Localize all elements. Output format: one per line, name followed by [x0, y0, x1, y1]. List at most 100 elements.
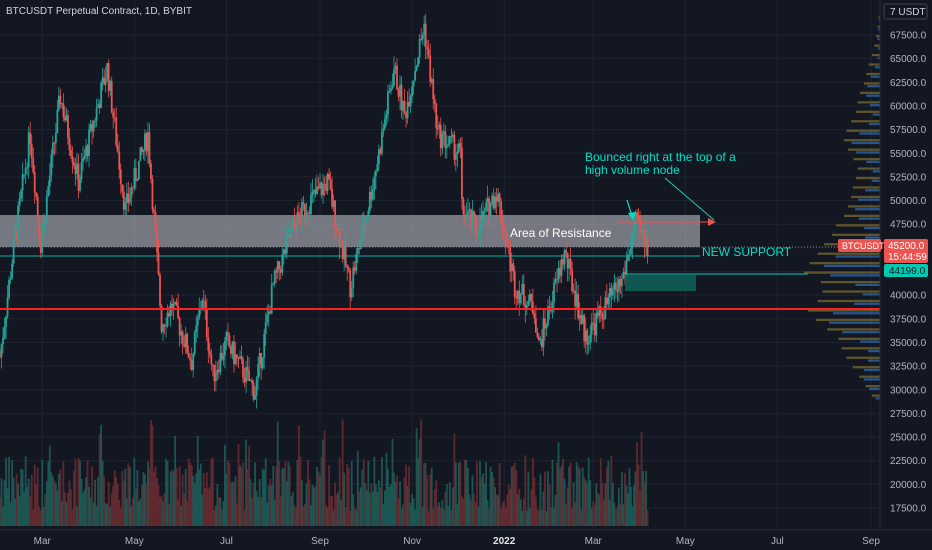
- time-axis[interactable]: Mar May Jul Sep Nov 2022 Mar May Jul Sep: [34, 536, 881, 547]
- volume-bar: [269, 478, 272, 526]
- candle-body: [474, 216, 477, 231]
- candle-body: [162, 324, 164, 332]
- volume-bar: [444, 492, 447, 526]
- candle-body: [33, 172, 36, 193]
- candle-body: [8, 279, 10, 298]
- volume-bar: [79, 460, 81, 526]
- candle-body: [110, 80, 113, 113]
- candle-body: [522, 283, 525, 306]
- new-support-box[interactable]: [625, 275, 696, 291]
- volume-bar: [474, 502, 477, 526]
- resistance-zone[interactable]: [0, 215, 700, 247]
- volume-bar: [249, 479, 252, 526]
- candle-body: [426, 46, 429, 50]
- volume-bar: [199, 463, 202, 526]
- candle-body: [611, 289, 614, 296]
- volume-bar: [598, 494, 601, 526]
- volume-bar: [284, 461, 287, 526]
- candle-body: [453, 134, 456, 160]
- volume-bar: [515, 470, 518, 526]
- candle-body: [56, 109, 59, 133]
- volume-bar: [512, 465, 515, 526]
- volume-bar: [622, 504, 625, 526]
- candle-body: [18, 198, 21, 206]
- volume-bar: [32, 508, 35, 526]
- volume-bar: [103, 476, 106, 526]
- volume-bar: [23, 491, 26, 526]
- volume-bar: [373, 456, 376, 526]
- volume-bar: [545, 510, 548, 526]
- candle-body: [160, 305, 163, 332]
- profile-bar-up: [858, 217, 880, 220]
- candle-body: [619, 279, 622, 287]
- profile-bar-down: [856, 110, 880, 113]
- volume-bar: [237, 443, 240, 526]
- volume-bar: [267, 485, 270, 526]
- volume-bar: [131, 497, 134, 526]
- candle-body: [230, 347, 232, 354]
- profile-bar-down: [822, 290, 880, 293]
- volume-bar: [230, 482, 232, 526]
- candle-body: [334, 200, 337, 228]
- candle-body: [447, 143, 450, 146]
- volume-bar: [245, 439, 247, 526]
- volume-bar: [601, 483, 604, 526]
- candle-body: [17, 205, 20, 238]
- volume-bar: [346, 463, 349, 526]
- candle-body: [436, 128, 439, 130]
- volume-bar: [104, 503, 107, 526]
- volume-bar: [313, 488, 315, 526]
- candle-body: [519, 294, 522, 304]
- candle-body: [207, 337, 210, 351]
- candle-body: [251, 379, 253, 384]
- volume-bar: [633, 485, 635, 526]
- candle-body: [358, 247, 361, 250]
- candle-body: [39, 235, 42, 253]
- candle-body: [116, 145, 119, 152]
- candle-body: [513, 271, 516, 298]
- candle-body: [134, 167, 137, 182]
- candle-body: [140, 147, 143, 152]
- volume-bar: [294, 507, 297, 526]
- volume-bar: [509, 489, 512, 526]
- volume-bar: [248, 445, 250, 526]
- volume-bar: [100, 424, 103, 526]
- volume-bar: [0, 497, 1, 526]
- volume-bar: [320, 456, 323, 526]
- candle-body: [278, 261, 281, 270]
- currency-box[interactable]: [883, 3, 928, 20]
- volume-bar: [506, 494, 509, 526]
- candle-body: [454, 154, 457, 160]
- candle-body: [545, 325, 548, 329]
- candle-body: [340, 242, 343, 248]
- profile-bar-down: [820, 280, 880, 284]
- candle-body: [381, 131, 383, 154]
- volume-bar: [325, 504, 327, 526]
- candle-body: [586, 330, 589, 345]
- candle-body: [70, 149, 72, 156]
- candle-body: [29, 132, 32, 144]
- volume-bar: [27, 478, 30, 526]
- candle-body: [73, 162, 75, 166]
- candle-body: [166, 312, 169, 326]
- candle-body: [109, 80, 112, 91]
- volume-bar: [397, 498, 400, 526]
- volume-bar: [137, 500, 140, 526]
- profile-bar-down: [844, 139, 880, 142]
- candle-body: [228, 335, 231, 348]
- candle-body: [356, 247, 359, 254]
- candle-body: [482, 210, 484, 222]
- volume-bar: [94, 479, 97, 526]
- volume-bar: [243, 509, 246, 526]
- candle-body: [313, 189, 315, 192]
- candle-body: [438, 124, 441, 129]
- candle-body: [420, 39, 423, 41]
- volume-bar: [562, 458, 564, 526]
- volume-bar: [186, 501, 189, 526]
- candle-body: [559, 268, 561, 276]
- volume-bar: [180, 505, 183, 526]
- candle-body: [616, 290, 619, 292]
- candle-body: [45, 195, 48, 220]
- candle-body: [79, 179, 81, 191]
